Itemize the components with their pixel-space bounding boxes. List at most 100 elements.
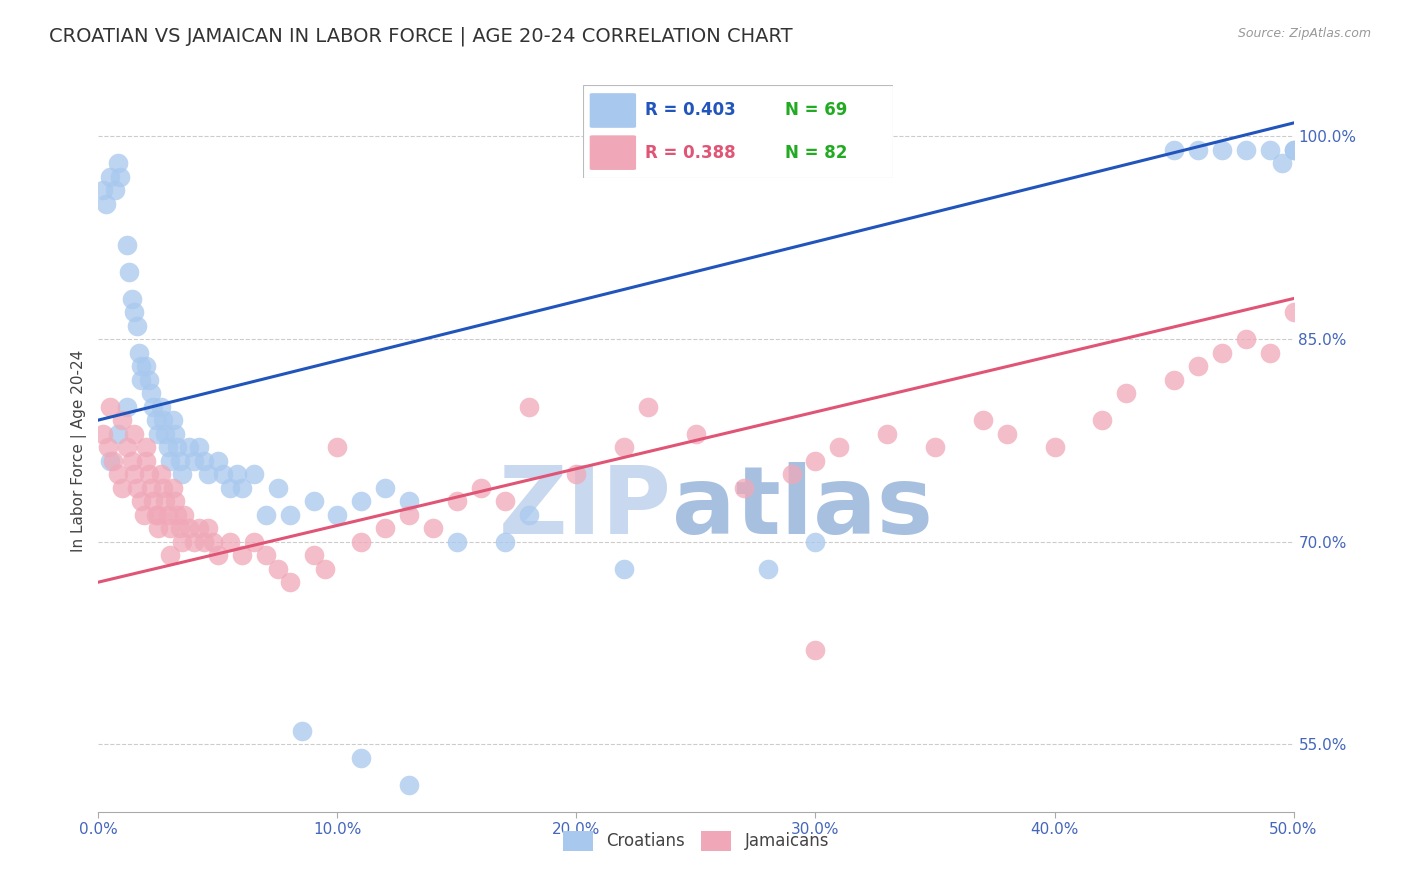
Point [494, 534, 516, 549]
Point [135, 359, 157, 373]
FancyBboxPatch shape [583, 85, 893, 178]
Point [152, 481, 174, 495]
Point [254, 508, 277, 522]
Point [125, 481, 148, 495]
Point [187, 521, 209, 535]
Point [131, 373, 153, 387]
Text: CROATIAN VS JAMAICAN IN LABOR FORCE | AGE 20-24 CORRELATION CHART: CROATIAN VS JAMAICAN IN LABOR FORCE | AG… [49, 27, 793, 46]
Point [226, 467, 249, 481]
Point [780, 467, 803, 481]
Point [172, 467, 194, 481]
Point [145, 508, 167, 522]
Point [156, 508, 179, 522]
Point [148, 508, 170, 522]
Point [374, 481, 396, 495]
Point [173, 508, 195, 522]
Point [138, 467, 160, 481]
Point [193, 534, 215, 549]
Point [148, 426, 170, 441]
Point [156, 440, 179, 454]
Point [517, 508, 540, 522]
Point [685, 426, 707, 441]
Point [148, 521, 170, 535]
Point [565, 467, 588, 481]
Point [267, 481, 290, 495]
Point [187, 440, 209, 454]
Point [132, 508, 155, 522]
Point [183, 534, 205, 549]
Point [91, 184, 114, 198]
Point [98, 169, 122, 184]
Point [350, 750, 373, 764]
Point [1282, 305, 1305, 319]
Point [398, 494, 420, 508]
Point [193, 453, 215, 467]
Point [350, 494, 373, 508]
Point [291, 723, 314, 738]
Point [163, 494, 186, 508]
Point [1187, 359, 1209, 373]
Point [804, 642, 827, 657]
Point [494, 494, 516, 508]
Point [254, 548, 277, 562]
Point [159, 548, 181, 562]
Point [207, 548, 229, 562]
Point [1043, 440, 1066, 454]
Point [183, 453, 205, 467]
Point [1115, 386, 1137, 401]
Point [326, 440, 349, 454]
Point [219, 534, 242, 549]
Point [97, 440, 120, 454]
Point [162, 481, 184, 495]
Point [613, 440, 636, 454]
Point [128, 345, 150, 359]
Point [1211, 143, 1233, 157]
Point [1282, 143, 1305, 157]
Point [152, 413, 174, 427]
Text: Source: ZipAtlas.com: Source: ZipAtlas.com [1237, 27, 1371, 40]
Text: R = 0.388: R = 0.388 [645, 144, 735, 161]
Point [243, 467, 266, 481]
Point [179, 521, 201, 535]
Point [149, 400, 172, 414]
Point [517, 400, 540, 414]
Point [197, 467, 219, 481]
Point [1163, 143, 1185, 157]
Point [1258, 345, 1281, 359]
Point [1258, 143, 1281, 157]
FancyBboxPatch shape [589, 136, 636, 170]
Point [135, 453, 157, 467]
Text: N = 82: N = 82 [785, 144, 846, 161]
Point [115, 440, 138, 454]
Point [446, 494, 468, 508]
Point [101, 453, 124, 467]
Point [107, 426, 129, 441]
Point [142, 494, 165, 508]
Point [398, 508, 420, 522]
Point [995, 426, 1018, 441]
Point [446, 534, 468, 549]
Point [125, 318, 148, 333]
Point [231, 548, 253, 562]
Point [162, 413, 184, 427]
Point [163, 426, 186, 441]
Point [398, 778, 420, 792]
Point [972, 413, 994, 427]
Point [1187, 143, 1209, 157]
Point [142, 400, 165, 414]
Point [108, 169, 131, 184]
Point [155, 426, 177, 441]
Point [107, 467, 129, 481]
FancyBboxPatch shape [589, 93, 636, 128]
Point [159, 521, 181, 535]
Point [124, 305, 146, 319]
Point [169, 521, 191, 535]
Point [1271, 156, 1294, 170]
Point [197, 521, 219, 535]
Point [111, 413, 134, 427]
Point [91, 426, 114, 441]
Point [1234, 332, 1257, 346]
Point [202, 534, 225, 549]
Point [211, 467, 233, 481]
Text: atlas: atlas [672, 462, 934, 554]
